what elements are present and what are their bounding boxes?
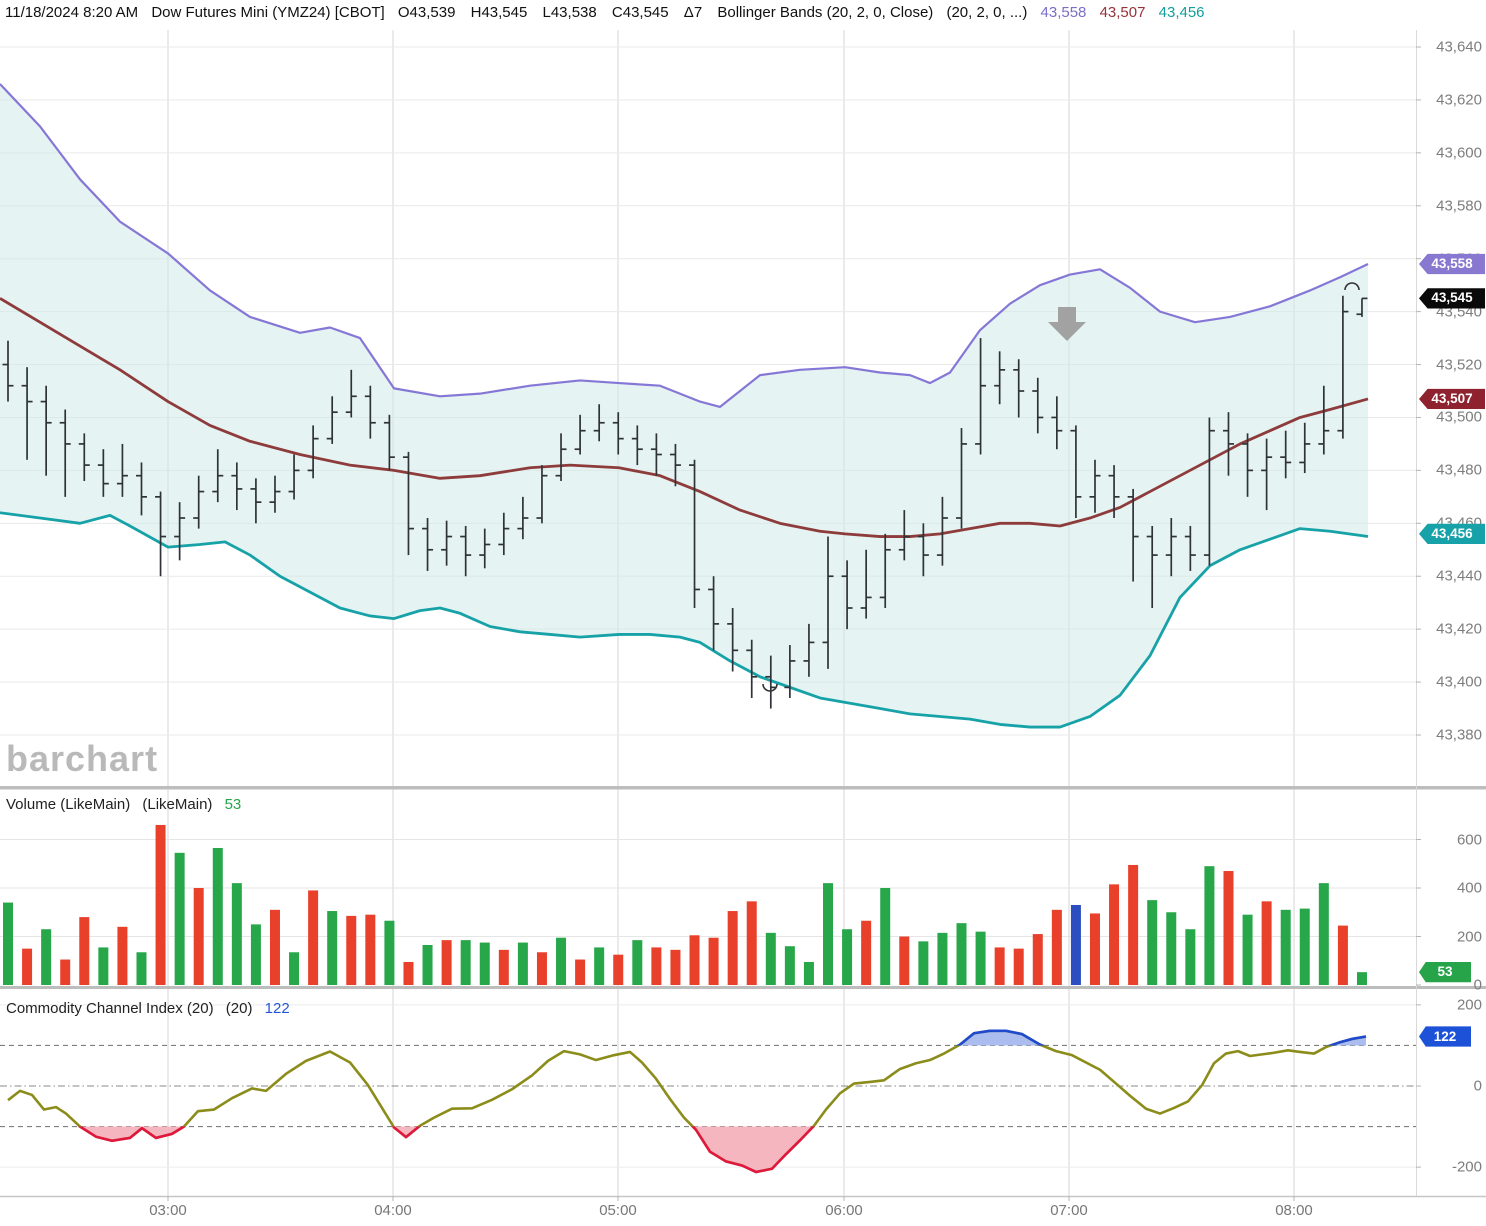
price-tick-label: 43,520	[1436, 356, 1482, 374]
time-tick-label: 04:00	[374, 1202, 412, 1219]
price-tick-label: 43,380	[1436, 726, 1482, 744]
header-symbol: Dow Futures Mini (YMZ24) [CBOT]	[151, 4, 385, 21]
axis-price-badge: 43,558	[1419, 253, 1485, 275]
volume-tick-label: 600	[1456, 831, 1482, 848]
chart-header: 11/18/2024 8:20 AM Dow Futures Mini (YMZ…	[5, 4, 1214, 21]
time-tick-label: 03:00	[149, 1202, 187, 1219]
cci-last-value: 122	[264, 1000, 290, 1017]
cci-tick-label: -200	[1451, 1158, 1482, 1176]
header-change: Δ7	[683, 4, 703, 21]
axis-price-badge: 122	[1419, 1026, 1471, 1047]
price-tick-label: 43,640	[1436, 38, 1482, 56]
price-tick-label: 43,500	[1436, 408, 1482, 426]
header-high: H43,545	[470, 4, 528, 21]
cci-tick-label: 200	[1456, 996, 1482, 1014]
header-study-bollinger[interactable]: Bollinger Bands (20, 2, 0, Close)	[717, 4, 934, 21]
header-close: C43,545	[611, 4, 669, 21]
volume-tick-label: 200	[1456, 928, 1482, 945]
header-bb-upper-value: 43,558	[1040, 4, 1087, 21]
time-tick-label: 07:00	[1050, 1202, 1088, 1219]
price-tick-label: 43,600	[1436, 144, 1482, 162]
axis-price-badge: 43,507	[1419, 388, 1485, 410]
volume-title[interactable]: Volume (LikeMain)	[6, 796, 131, 813]
volume-last-value: 53	[224, 796, 242, 813]
volume-panel-title: Volume (LikeMain) (LikeMain) 53	[6, 796, 249, 813]
time-tick-label: 06:00	[825, 1202, 863, 1219]
price-tick-label: 43,480	[1436, 461, 1482, 479]
axis-price-badge: 43,456	[1419, 523, 1485, 545]
price-tick-label: 43,400	[1436, 673, 1482, 691]
time-tick-label: 05:00	[599, 1202, 637, 1219]
header-bb-lower-value: 43,456	[1158, 4, 1205, 21]
volume-title-2[interactable]: (LikeMain)	[142, 796, 213, 813]
barchart-logo: barchart	[6, 738, 159, 779]
time-tick-label: 08:00	[1275, 1202, 1313, 1219]
header-bb-middle-value: 43,507	[1099, 4, 1146, 21]
cci-title[interactable]: Commodity Channel Index (20)	[6, 1000, 214, 1017]
price-tick-label: 43,420	[1436, 620, 1482, 638]
cci-tick-label: 0	[1473, 1077, 1482, 1095]
header-study-bollinger2[interactable]: (20, 2, 0, ...)	[946, 4, 1028, 21]
axis-price-badge: 43,545	[1419, 288, 1485, 309]
cci-title-2[interactable]: (20)	[225, 1000, 253, 1017]
price-tick-label: 43,440	[1436, 567, 1482, 585]
header-open: O43,539	[397, 4, 456, 21]
price-tick-label: 43,620	[1436, 91, 1482, 109]
price-tick-label: 43,580	[1436, 197, 1482, 215]
header-datetime: 11/18/2024 8:20 AM	[5, 4, 139, 21]
volume-tick-label: 0	[1473, 976, 1482, 994]
axis-price-badge: 53	[1419, 962, 1471, 983]
header-low: L43,538	[542, 4, 597, 21]
volume-tick-label: 400	[1456, 879, 1482, 897]
cci-panel-title: Commodity Channel Index (20) (20) 122	[6, 1000, 298, 1017]
